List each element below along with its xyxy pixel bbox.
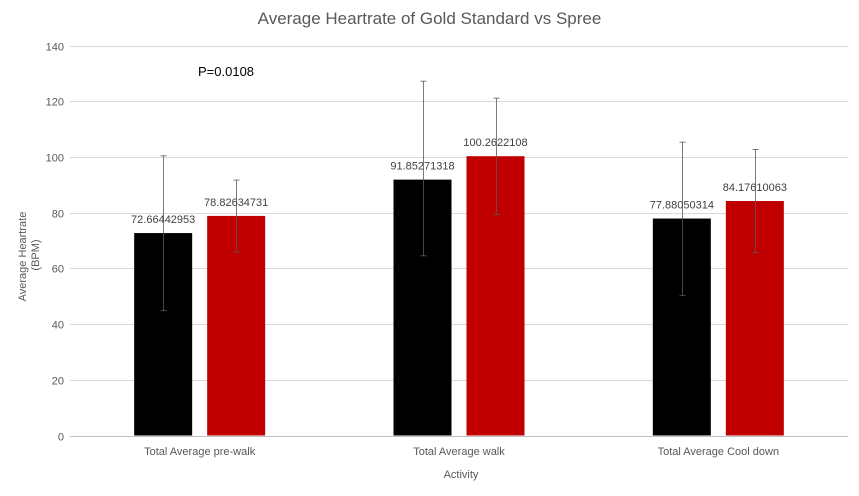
y-axis-label-line-1: Average Heartrate bbox=[17, 212, 29, 302]
y-tick-label: 80 bbox=[52, 209, 64, 221]
data-label: 78.82634731 bbox=[204, 197, 268, 209]
bar bbox=[466, 156, 525, 436]
x-axis-label: Activity bbox=[444, 469, 479, 481]
y-axis-label-line-2: (BPM) bbox=[30, 239, 42, 270]
y-axis-label: Average Heartrate (BPM) bbox=[17, 209, 42, 302]
y-tick-label: 120 bbox=[46, 97, 64, 109]
x-tick-label: Total Average walk bbox=[413, 446, 505, 458]
bar bbox=[393, 179, 452, 436]
error-bars bbox=[160, 80, 759, 312]
data-labels: 72.66442953 78.82634731 91.85271318 100.262… bbox=[131, 137, 787, 226]
data-label: 100.2622108 bbox=[463, 137, 527, 149]
bar bbox=[207, 215, 266, 436]
bars bbox=[134, 156, 784, 436]
bar bbox=[725, 201, 784, 436]
bar bbox=[652, 218, 711, 436]
y-axis-ticks: 0 20 40 60 80 100 120 140 bbox=[46, 42, 64, 444]
y-tick-label: 140 bbox=[46, 42, 64, 54]
y-tick-label: 0 bbox=[58, 432, 64, 444]
x-tick-label: Total Average pre-walk bbox=[144, 446, 256, 458]
y-tick-label: 20 bbox=[52, 376, 64, 388]
p-value-annotation: P=0.0108 bbox=[198, 64, 254, 79]
y-tick-label: 100 bbox=[46, 153, 64, 165]
y-tick-label: 60 bbox=[52, 264, 64, 276]
x-tick-label: Total Average Cool down bbox=[658, 446, 780, 458]
data-label: 77.88050314 bbox=[650, 200, 714, 212]
gridlines bbox=[70, 46, 848, 437]
data-label: 91.85271318 bbox=[390, 161, 454, 173]
data-label: 72.66442953 bbox=[131, 214, 195, 226]
x-axis-ticks: Total Average pre-walk Total Average walk… bbox=[144, 446, 779, 458]
y-tick-label: 40 bbox=[52, 320, 64, 332]
chart-title: Average Heartrate of Gold Standard vs Sp… bbox=[258, 9, 602, 28]
data-label: 84.17610063 bbox=[723, 182, 787, 194]
